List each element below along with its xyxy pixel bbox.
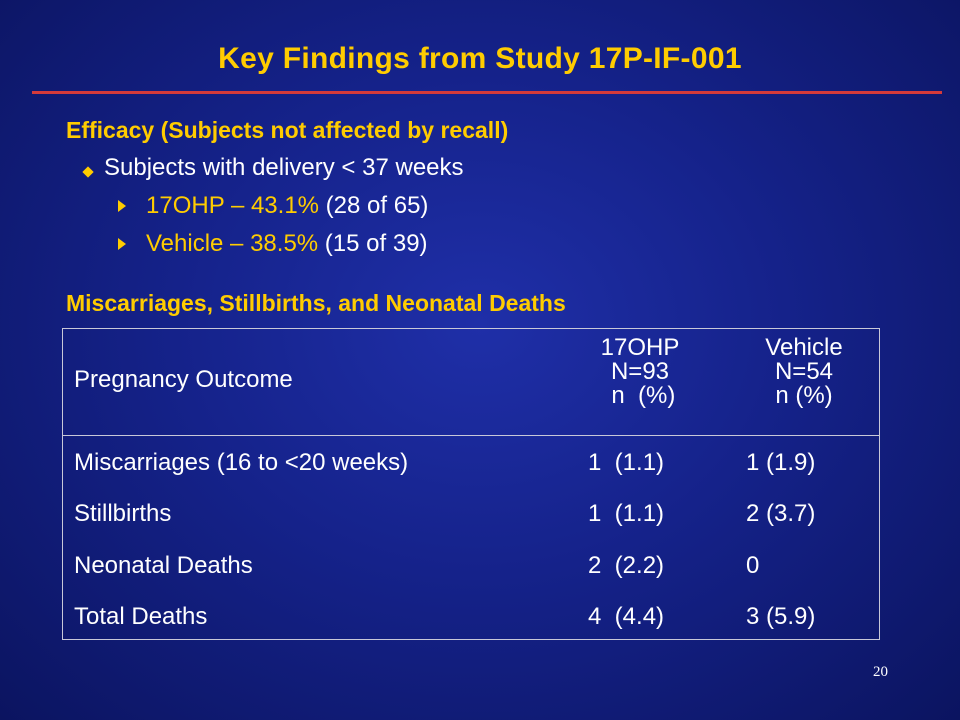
header-pregnancy-outcome: Pregnancy Outcome [74,366,293,393]
efficacy-item-vehicle: Vehicle – 38.5% (15 of 39) [146,230,428,258]
page-number: 20 [873,664,888,680]
table-header-divider [62,435,880,436]
header-line: n (%) [775,382,833,409]
row-vehicle-value: 0 [746,552,760,579]
row-outcome: Neonatal Deaths [74,552,253,579]
item-count: (15 of 39) [318,230,428,257]
slide-title: Key Findings from Study 17P-IF-001 [218,42,742,75]
row-17ohp-value: 1 (1.1) [588,449,665,476]
item-percent: 43.1% [250,192,320,219]
item-label: 17OHP – [146,192,251,219]
row-outcome: Miscarriages (16 to <20 weeks) [74,449,409,476]
header-17ohp: 17OHP N=93 n (%) [560,336,720,408]
row-vehicle-value: 1 (1.9) [746,449,816,476]
title-divider [32,91,942,94]
header-vehicle: Vehicle N=54 n (%) [724,336,884,408]
outcomes-table [62,328,880,640]
arrow-bullet-icon [118,238,126,250]
row-17ohp-value: 1 (1.1) [588,500,665,527]
row-outcome: Total Deaths [74,603,208,630]
header-line: n (%) [604,382,676,409]
row-vehicle-value: 2 (3.7) [746,500,816,527]
header-line: 17OHP [600,334,680,361]
header-line: N=54 [774,358,834,385]
item-count: (28 of 65) [319,192,429,219]
efficacy-heading: Efficacy (Subjects not affected by recal… [66,117,509,143]
outcomes-heading: Miscarriages, Stillbirths, and Neonatal … [66,290,566,316]
header-line: N=93 [610,358,670,385]
header-line: Vehicle [765,334,843,361]
item-percent: 38.5% [250,230,319,257]
row-vehicle-value: 3 (5.9) [746,603,816,630]
arrow-bullet-icon [118,200,126,212]
efficacy-bullet: Subjects with delivery < 37 weeks [104,154,464,181]
row-17ohp-value: 4 (4.4) [588,603,665,630]
row-outcome: Stillbirths [74,500,172,527]
diamond-bullet-icon [82,166,94,178]
row-17ohp-value: 2 (2.2) [588,552,665,579]
item-label: Vehicle – [146,230,251,257]
efficacy-item-17ohp: 17OHP – 43.1% (28 of 65) [146,192,428,220]
